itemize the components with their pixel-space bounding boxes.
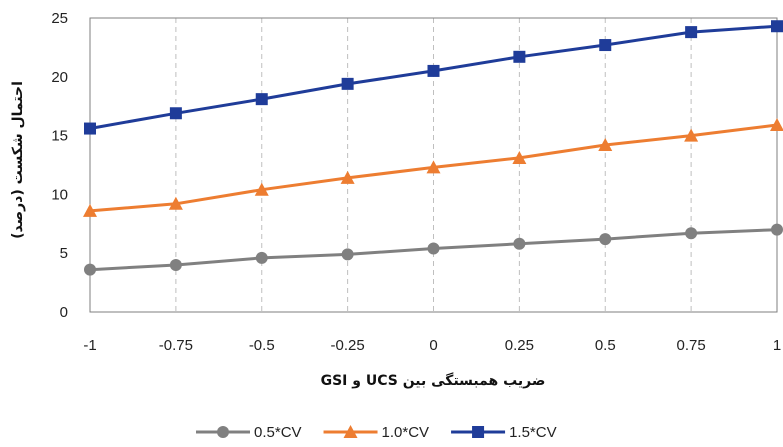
y-tick-label: 25: [51, 10, 68, 27]
data-point: [84, 122, 96, 135]
legend-marker: [343, 425, 358, 438]
x-tick-label: 0.25: [505, 337, 534, 354]
data-point: [168, 196, 183, 210]
x-tick-label: 0: [429, 337, 437, 354]
legend: 0.5*CV 1.0*CV 1.5*CV: [196, 424, 557, 441]
y-tick-label: 0: [60, 304, 68, 321]
data-point: [83, 203, 97, 217]
y-axis-ticks: 0 5 10 15 20 25: [51, 10, 68, 321]
x-axis-ticks: -1 -0.75 -0.5 -0.25 0 0.25 0.5 0.75 1: [83, 337, 781, 354]
series-1.0*CV: [83, 118, 783, 217]
legend-label: 1.0*CV: [382, 424, 430, 441]
data-point: [169, 107, 182, 120]
series-0.5*CV: [84, 223, 783, 276]
legend-item: 0.5*CV: [196, 424, 302, 441]
legend-label: 0.5*CV: [254, 424, 302, 441]
x-tick-label: -1: [83, 337, 96, 354]
y-tick-label: 15: [51, 128, 68, 145]
series-1.5*CV: [84, 20, 783, 135]
x-tick-label: 0.75: [677, 337, 706, 354]
data-point: [340, 170, 355, 184]
data-point: [770, 118, 783, 132]
legend-label: 1.5*CV: [509, 424, 557, 441]
legend-item: 1.5*CV: [451, 424, 557, 441]
data-point: [341, 77, 354, 90]
data-point: [685, 227, 698, 240]
x-tick-label: 1: [773, 337, 781, 354]
data-point: [512, 150, 527, 164]
data-point: [255, 93, 268, 106]
legend-marker: [472, 426, 485, 438]
y-tick-label: 5: [60, 245, 68, 262]
data-point: [684, 128, 699, 142]
data-point: [426, 160, 441, 174]
x-tick-label: 0.5: [595, 337, 616, 354]
data-point: [84, 263, 96, 276]
data-point: [771, 223, 783, 236]
data-point: [513, 237, 526, 250]
x-tick-label: -0.5: [249, 337, 275, 354]
data-point: [513, 50, 526, 63]
data-point: [685, 26, 698, 39]
data-point: [599, 233, 612, 246]
data-point: [427, 242, 440, 255]
data-point: [427, 64, 440, 77]
plot-area: [89, 17, 778, 313]
x-tick-label: -0.25: [331, 337, 365, 354]
data-point: [341, 248, 354, 261]
data-point: [599, 39, 612, 52]
data-point: [169, 258, 182, 271]
x-axis-title: ضریب همبستگی بین UCS و GSI: [321, 372, 546, 389]
x-tick-label: -0.75: [159, 337, 193, 354]
y-tick-label: 20: [51, 69, 68, 86]
legend-item: 1.0*CV: [323, 424, 430, 441]
legend-marker: [217, 426, 229, 438]
y-tick-label: 10: [51, 186, 68, 203]
series-group: [83, 20, 783, 276]
series-line: [88, 24, 779, 130]
y-axis-title: احتمال شکست (درصد): [10, 81, 26, 239]
data-point: [254, 182, 269, 196]
data-point: [255, 251, 268, 264]
data-point: [598, 138, 613, 152]
data-point: [771, 20, 783, 33]
